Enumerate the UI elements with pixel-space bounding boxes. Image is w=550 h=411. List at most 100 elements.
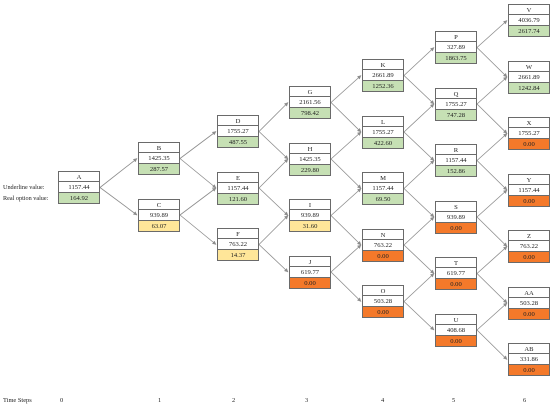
edge-k-p [403, 47, 435, 76]
node-underlying-value: 1425.35 [138, 153, 180, 164]
node-underlying-value: 1755.27 [508, 128, 550, 139]
edge-h-m [330, 158, 362, 189]
node-name: C [138, 198, 180, 210]
time-step-tick: 5 [452, 397, 456, 404]
node-name: I [289, 199, 331, 210]
node-option-value: 0.00 [362, 250, 404, 262]
tree-node-y: Y 1157.44 0.00 [508, 173, 550, 207]
time-step-tick: 1 [158, 397, 162, 404]
edge-d-h [258, 131, 289, 160]
node-name: L [362, 115, 404, 127]
node-name: P [435, 31, 477, 42]
edge-q-w [476, 76, 508, 105]
time-step-tick: 2 [232, 397, 236, 404]
node-underlying-value: 408.68 [435, 324, 477, 336]
node-underlying-value: 939.89 [435, 211, 477, 223]
edge-l-q [403, 103, 435, 133]
node-name: D [217, 115, 259, 126]
node-underlying-value: 1755.27 [217, 126, 259, 137]
node-option-value: 798.42 [289, 108, 331, 119]
node-underlying-value: 1157.44 [217, 182, 259, 194]
tree-edges [99, 20, 508, 360]
node-option-value: 0.00 [435, 279, 477, 290]
node-name: A [58, 171, 100, 182]
node-name: U [435, 313, 477, 325]
time-step-tick: 6 [523, 397, 527, 404]
node-name: Z [508, 230, 550, 241]
tree-node-d: D 1755.27 487.55 [217, 115, 259, 148]
edge-g-l [330, 102, 362, 133]
node-underlying-value: 763.22 [217, 239, 259, 250]
node-name: S [435, 200, 477, 212]
edge-a-c [99, 187, 138, 216]
node-underlying-value: 1157.44 [58, 182, 100, 193]
edge-p-v [476, 20, 508, 48]
edge-f-i [258, 215, 289, 245]
time-step-tick: 3 [305, 397, 309, 404]
tree-node-z: Z 763.22 0.00 [508, 230, 550, 263]
tree-node-l: L 1755.27 422.60 [362, 115, 404, 149]
node-underlying-value: 1157.44 [435, 155, 477, 166]
node-option-value: 63.07 [138, 220, 180, 232]
edge-r-x [476, 133, 508, 161]
tree-node-m: M 1157.44 69.50 [362, 172, 404, 205]
edge-q-x [476, 103, 508, 134]
node-option-value: 0.00 [362, 307, 404, 318]
edge-e-h [258, 158, 289, 189]
node-underlying-value: 1425.35 [289, 153, 331, 165]
node-underlying-value: 763.22 [508, 241, 550, 252]
tree-node-n: N 763.22 0.00 [362, 228, 404, 262]
node-name: X [508, 117, 550, 128]
tree-node-t: T 619.77 0.00 [435, 257, 477, 290]
node-name: O [362, 285, 404, 296]
edge-i-m [330, 188, 362, 216]
node-option-value: 152.86 [435, 166, 477, 177]
node-name: F [217, 228, 259, 239]
edge-d-g [258, 102, 289, 132]
edge-t-z [476, 246, 508, 274]
node-option-value: 229.80 [289, 164, 331, 176]
node-underlying-value: 327.89 [435, 42, 477, 53]
tree-node-b: B 1425.35 287.57 [138, 142, 180, 175]
node-option-value: 0.00 [508, 365, 550, 376]
node-option-value: 0.00 [435, 222, 477, 234]
node-option-value: 287.57 [138, 164, 180, 175]
node-underlying-value: 331.86 [508, 354, 550, 365]
edge-b-d [179, 131, 217, 159]
node-underlying-value: 2661.89 [362, 70, 404, 81]
edge-l-r [403, 131, 435, 161]
edge-a-b [99, 158, 138, 188]
node-option-value: 164.92 [58, 193, 100, 204]
edge-j-o [330, 271, 362, 302]
node-option-value: 1242.84 [508, 82, 550, 94]
node-name: Q [435, 87, 477, 99]
node-underlying-value: 4036.79 [508, 15, 550, 26]
node-name: E [217, 171, 259, 183]
node-name: V [508, 4, 550, 15]
tree-node-a: A 1157.44 164.92 [58, 171, 100, 204]
edge-u-aa [476, 302, 508, 331]
edge-r-y [476, 160, 508, 191]
node-option-value: 747.28 [435, 109, 477, 121]
tree-node-f: F 763.22 14.37 [217, 228, 259, 261]
node-option-value: 2617.74 [508, 26, 550, 37]
tree-node-ab: AB 331.86 0.00 [508, 343, 550, 376]
node-option-value: 1252.36 [362, 81, 404, 92]
node-underlying-value: 503.28 [362, 296, 404, 307]
node-name: G [289, 86, 331, 97]
edge-c-e [179, 187, 217, 216]
node-option-value: 14.37 [217, 250, 259, 261]
node-underlying-value: 2161.56 [289, 97, 331, 108]
node-underlying-value: 763.22 [362, 239, 404, 251]
node-name: J [289, 255, 331, 267]
node-name: R [435, 144, 477, 155]
edge-k-q [403, 75, 435, 105]
node-underlying-value: 503.28 [508, 297, 550, 309]
edge-m-s [403, 188, 435, 218]
node-underlying-value: 939.89 [289, 210, 331, 221]
node-option-value: 0.00 [508, 308, 550, 320]
node-underlying-value: 2661.89 [508, 71, 550, 83]
node-option-value: 0.00 [508, 252, 550, 263]
edge-o-u [403, 301, 435, 331]
tree-node-aa: AA 503.28 0.00 [508, 286, 550, 320]
